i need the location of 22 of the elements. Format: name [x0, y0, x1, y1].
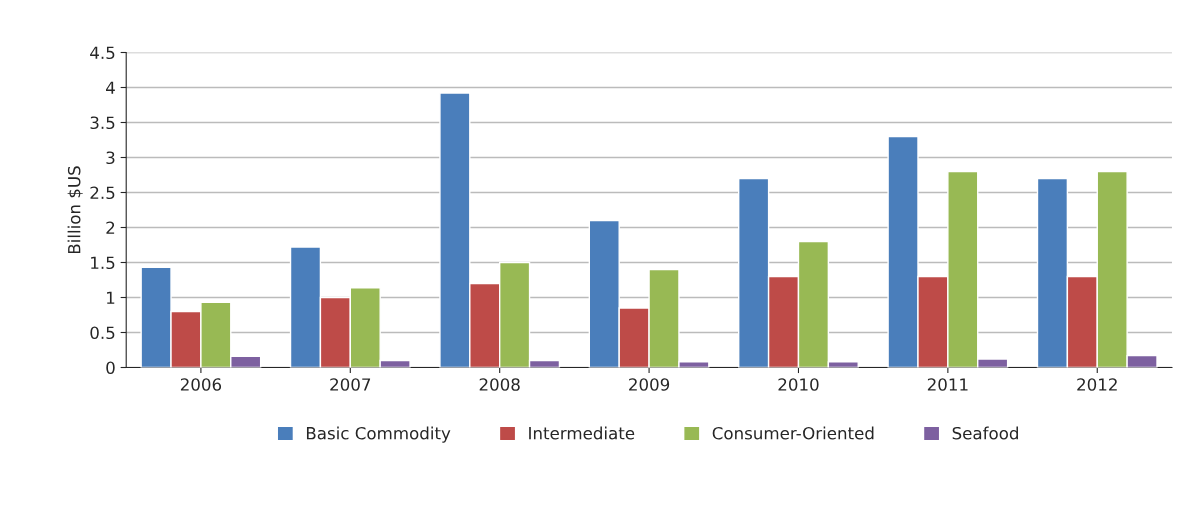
legend-label: Consumer-Oriented [712, 426, 874, 440]
y-tick-label: 2 [106, 221, 115, 234]
y-tick-label: 4 [106, 81, 115, 94]
x-tick-label: 2006 [180, 378, 222, 391]
legend-label: Basic Commodity [306, 426, 451, 443]
y-tick-label: 2.5 [90, 186, 115, 200]
y-tick-label: 0.5 [90, 326, 115, 340]
legend-label: Intermediate [529, 426, 635, 440]
x-tick-label: 2010 [778, 378, 819, 391]
y-tick-label: 4.5 [90, 46, 115, 60]
y-tick-label: 3 [106, 151, 115, 165]
x-tick-label: 2012 [1077, 378, 1117, 391]
y-tick-label: 1 [107, 291, 115, 304]
legend-label: Seafood [952, 426, 1018, 440]
x-tick-label: 2011 [927, 378, 968, 391]
y-tick-label: 3.5 [90, 116, 115, 130]
x-tick-label: 2009 [629, 378, 670, 391]
y-axis-title: Billion $US [67, 166, 83, 254]
x-tick-label: 2007 [330, 378, 371, 391]
y-tick-label: 1.5 [91, 256, 115, 270]
y-tick-label: 0 [106, 361, 115, 375]
x-tick-label: 2008 [479, 378, 520, 391]
